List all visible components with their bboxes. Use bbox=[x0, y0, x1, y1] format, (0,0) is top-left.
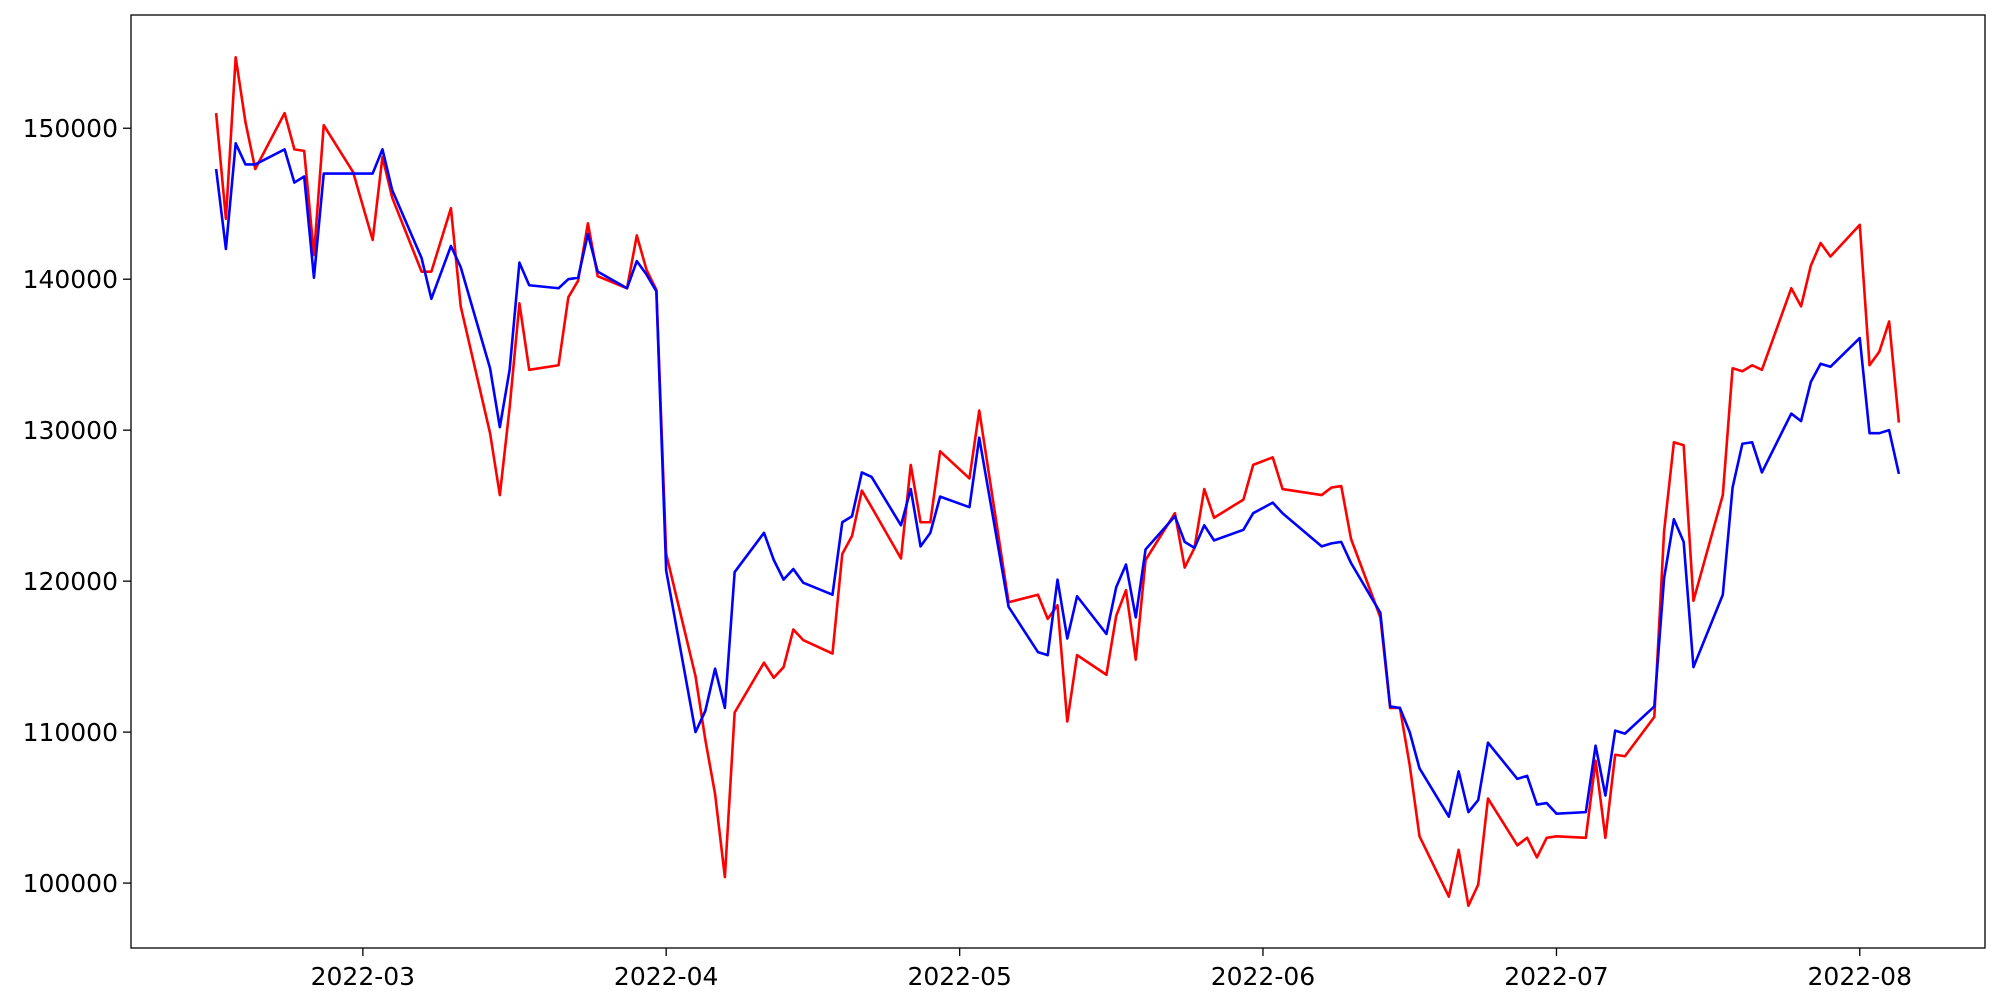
plot-frame bbox=[130, 14, 1986, 949]
y-tick-label: 120000 bbox=[23, 567, 118, 596]
y-tick-label: 140000 bbox=[23, 265, 118, 294]
x-tick-label: 2022-08 bbox=[1808, 962, 1912, 991]
y-tick-label: 110000 bbox=[23, 718, 118, 747]
x-tick-label: 2022-03 bbox=[311, 962, 415, 991]
x-tick-label: 2022-05 bbox=[907, 962, 1011, 991]
x-tick-label: 2022-06 bbox=[1211, 962, 1315, 991]
y-tick-label: 150000 bbox=[23, 114, 118, 143]
x-tick-label: 2022-04 bbox=[614, 962, 718, 991]
x-tick-label: 2022-07 bbox=[1504, 962, 1608, 991]
y-tick-label: 100000 bbox=[23, 869, 118, 898]
series-line bbox=[214, 142, 1901, 818]
series-line bbox=[214, 55, 1901, 908]
y-tick-label: 130000 bbox=[23, 416, 118, 445]
